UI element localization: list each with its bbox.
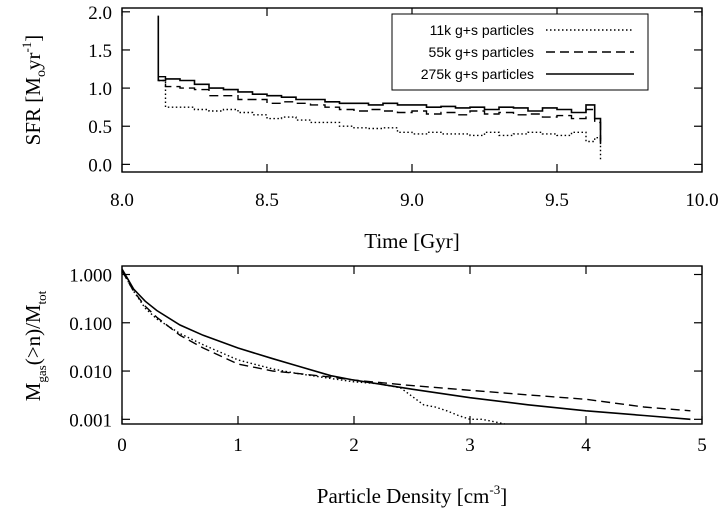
- sfr-y-ticks: 0.0 0.5 1.0 1.5 2.0: [88, 3, 702, 176]
- sfr-x-ticks: 8.0 8.5 9.0 9.5 10.0: [110, 8, 719, 211]
- x-tick-label: 1: [233, 435, 243, 456]
- y-tick-label: 1.000: [69, 266, 112, 287]
- x-tick-label: 9.0: [400, 190, 424, 211]
- x-tick-label: 8.5: [255, 190, 279, 211]
- y-tick-label: 0.001: [69, 410, 112, 431]
- mass-ylabel-m: M: [21, 382, 45, 401]
- x-tick-label: 9.5: [545, 190, 569, 211]
- sfr-ylabel-sub-o: o: [34, 70, 49, 77]
- series-dotted-line: [121, 270, 505, 425]
- sfr-ylabel-sup: -1: [19, 42, 34, 53]
- x-tick-label: 10.0: [685, 190, 718, 211]
- sfr-series: [157, 15, 602, 161]
- legend: 11k g+s particles 55k g+s particles 275k…: [391, 13, 649, 91]
- series-dashed-line: [158, 76, 602, 150]
- y-tick-label: 0.010: [69, 362, 112, 383]
- mass-y-axis-label: Mgas(>n)/Mtot: [21, 290, 49, 401]
- series-solid-line: [121, 268, 691, 421]
- sfr-ylabel-close: ]: [21, 35, 45, 42]
- mass-xlabel-close: ]: [500, 484, 507, 508]
- legend-label-275k: 275k g+s particles: [421, 66, 534, 82]
- y-tick-label: 0.100: [69, 314, 112, 335]
- mass-series: [121, 268, 691, 425]
- y-tick-label: 1.0: [88, 79, 112, 100]
- mass-xlabel-part-1: Particle Density [cm: [317, 484, 490, 508]
- mass-xlabel-sup: -3: [489, 482, 500, 497]
- mass-ylabel-sub-gas: gas: [34, 365, 49, 382]
- sfr-x-axis-label: Time [Gyr]: [364, 229, 459, 253]
- mass-x-axis-label: Particle Density [cm-3]: [317, 482, 507, 508]
- y-tick-label: 0.5: [88, 117, 112, 138]
- sfr-panel: 8.0 8.5 9.0 9.5 10.0 0.0 0.5 1.0 1.5 2.0 11k g+s…: [19, 3, 719, 253]
- mass-ylabel-sub-tot: tot: [34, 290, 49, 304]
- x-tick-label: 2: [349, 435, 359, 456]
- x-tick-label: 0: [117, 435, 127, 456]
- series-dotted-line: [157, 76, 602, 161]
- y-tick-label: 2.0: [88, 3, 112, 24]
- sfr-y-axis-label: SFR [Moyr-1]: [19, 35, 49, 146]
- sfr-ylabel-part-yr: yr: [21, 53, 45, 71]
- mass-fraction-panel: 0 1 2 3 4 5 0.001 0.010 0.100 1.000 Mgas(>n)/Mto…: [21, 265, 707, 508]
- x-tick-label: 4: [581, 435, 591, 456]
- mass-plot-frame: [121, 265, 703, 425]
- x-tick-label: 5: [697, 435, 707, 456]
- mass-y-ticks: 0.001 0.010 0.100 1.000: [69, 266, 702, 431]
- mass-x-ticks: 0 1 2 3 4 5: [117, 266, 707, 456]
- y-tick-label: 0.0: [88, 155, 112, 176]
- series-solid-line: [157, 15, 602, 142]
- legend-label-55k: 55k g+s particles: [429, 44, 534, 60]
- x-tick-label: 8.0: [110, 190, 134, 211]
- mass-ylabel-mid: (>n)/M: [21, 304, 45, 365]
- series-dashed-line: [121, 270, 691, 412]
- x-tick-label: 3: [465, 435, 475, 456]
- y-tick-label: 1.5: [88, 41, 112, 62]
- legend-label-11k: 11k g+s particles: [430, 22, 534, 38]
- sfr-ylabel-part-1: SFR [M: [21, 77, 45, 146]
